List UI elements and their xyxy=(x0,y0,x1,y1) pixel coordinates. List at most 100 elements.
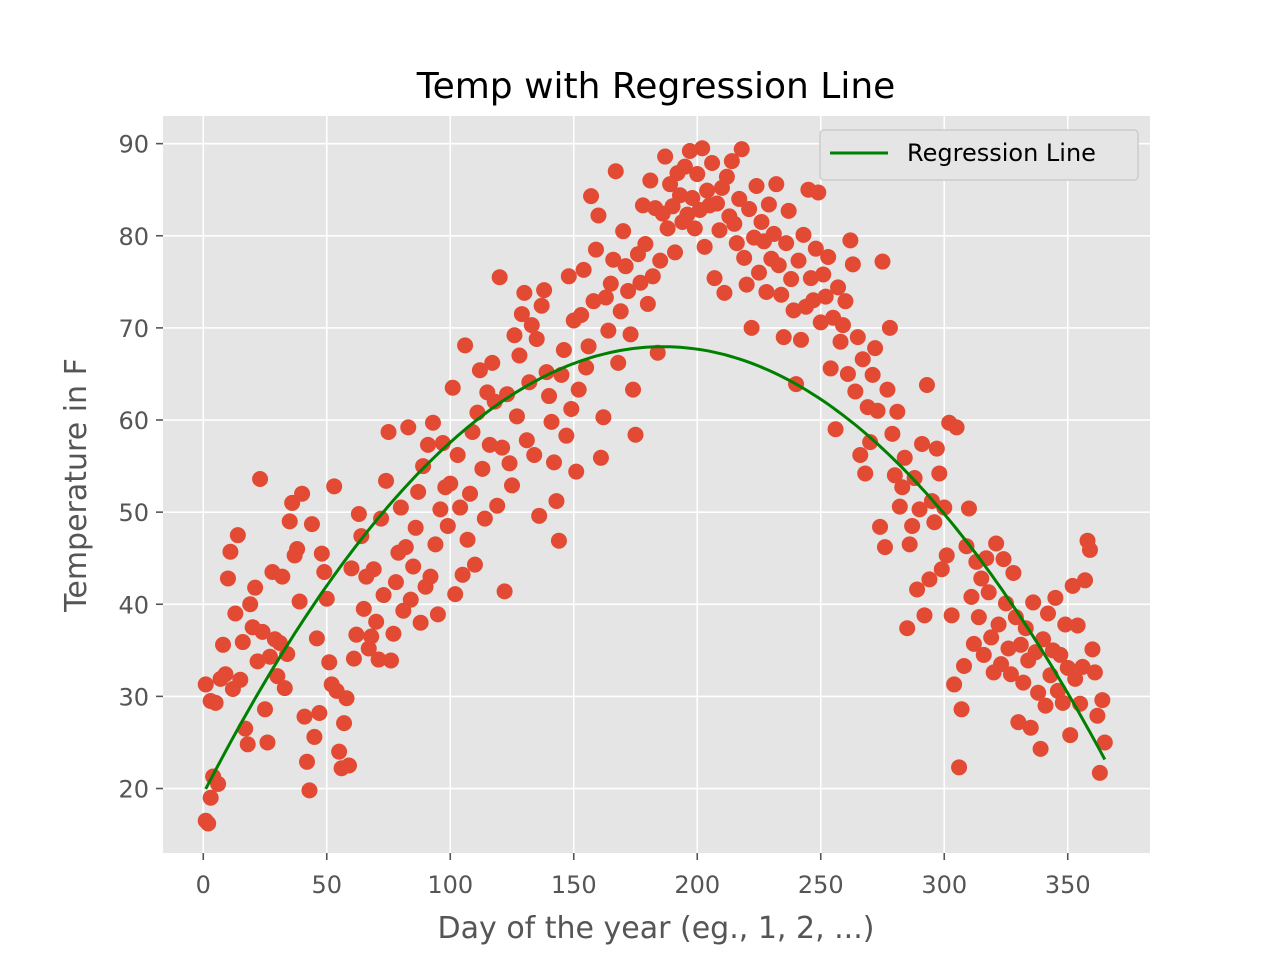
scatter-point xyxy=(743,319,760,336)
scatter-point xyxy=(592,449,609,466)
legend: Regression Line xyxy=(819,129,1139,181)
scatter-point xyxy=(973,570,990,587)
regression-line xyxy=(204,345,1107,790)
scatter-point xyxy=(975,646,992,663)
scatter-point xyxy=(760,196,777,213)
scatter-point xyxy=(946,676,963,693)
scatter-point xyxy=(862,434,879,451)
scatter-point xyxy=(536,282,553,299)
scatter-point xyxy=(607,163,624,180)
scatter-point xyxy=(738,276,755,293)
scatter-point xyxy=(318,590,335,607)
scatter-point xyxy=(711,222,728,239)
scatter-point xyxy=(504,477,521,494)
scatter-point xyxy=(573,306,590,323)
scatter-point xyxy=(901,536,918,553)
scatter-point xyxy=(1091,764,1108,781)
scatter-point xyxy=(832,333,849,350)
scatter-point xyxy=(513,306,530,323)
scatter-point xyxy=(916,607,933,624)
scatter-point xyxy=(239,736,256,753)
scatter-point xyxy=(427,536,444,553)
scatter-point xyxy=(617,258,634,275)
scatter-point xyxy=(1012,636,1029,653)
scatter-point xyxy=(526,447,543,464)
scatter-point xyxy=(385,625,402,642)
scatter-point xyxy=(876,539,893,556)
scatter-point xyxy=(590,207,607,224)
scatter-point xyxy=(550,532,567,549)
scatter-point xyxy=(847,383,864,400)
scatter-point xyxy=(407,519,424,536)
scatter-point xyxy=(373,510,390,527)
scatter-point xyxy=(963,588,980,605)
y-tick-label: 70 xyxy=(118,315,149,343)
scatter-point xyxy=(993,656,1010,673)
scatter-point xyxy=(795,226,812,243)
scatter-point xyxy=(1022,719,1039,736)
y-tick-label: 90 xyxy=(118,131,149,159)
scatter-point xyxy=(627,426,644,443)
scatter-point xyxy=(634,197,651,214)
scatter-point xyxy=(227,605,244,622)
scatter-point xyxy=(980,584,997,601)
scatter-point xyxy=(511,347,528,364)
scatter-point xyxy=(689,166,706,183)
scatter-point xyxy=(254,623,271,640)
x-tick-label: 100 xyxy=(427,871,473,899)
scatter-point xyxy=(234,634,251,651)
scatter-point xyxy=(415,458,432,475)
scatter-point xyxy=(988,535,1005,552)
scatter-point xyxy=(345,650,362,667)
scatter-point xyxy=(805,292,822,309)
scatter-point xyxy=(770,257,787,274)
scatter-point xyxy=(321,654,338,671)
scatter-point xyxy=(200,815,217,832)
scatter-point xyxy=(471,362,488,379)
scatter-point xyxy=(909,581,926,598)
scatter-point xyxy=(338,690,355,707)
scatter-point xyxy=(990,616,1007,633)
scatter-point xyxy=(894,479,911,496)
scatter-point xyxy=(301,782,318,799)
scatter-point xyxy=(931,465,948,482)
scatter-point xyxy=(1074,658,1091,675)
scatter-point xyxy=(531,507,548,524)
scatter-point xyxy=(1084,641,1101,658)
scatter-point xyxy=(368,613,385,630)
scatter-series xyxy=(197,140,1113,832)
scatter-point xyxy=(215,636,232,653)
scatter-point xyxy=(733,141,750,158)
scatter-point xyxy=(827,421,844,438)
scatter-point xyxy=(983,629,1000,646)
scatter-point xyxy=(652,252,669,269)
scatter-point xyxy=(219,570,236,587)
scatter-point xyxy=(810,184,827,201)
scatter-point xyxy=(704,154,721,171)
scatter-point xyxy=(765,225,782,242)
scatter-point xyxy=(370,651,387,668)
scatter-point xyxy=(400,419,417,436)
scatter-point xyxy=(365,561,382,578)
scatter-point xyxy=(1069,617,1086,634)
scatter-point xyxy=(484,354,501,371)
scatter-point xyxy=(298,753,315,770)
scatter-point xyxy=(476,510,493,527)
scatter-point xyxy=(249,653,266,670)
scatter-point xyxy=(563,400,580,417)
scatter-point xyxy=(1094,692,1111,709)
scatter-point xyxy=(439,517,456,534)
scatter-point xyxy=(291,593,308,610)
x-tick-label: 300 xyxy=(921,871,967,899)
scatter-point xyxy=(1039,605,1056,622)
scatter-point xyxy=(261,648,278,665)
scatter-point xyxy=(948,419,965,436)
scatter-point xyxy=(644,268,661,285)
scatter-point xyxy=(1096,734,1113,751)
scatter-point xyxy=(753,213,770,230)
scatter-point xyxy=(936,499,953,516)
scatter-point xyxy=(790,252,807,269)
scatter-point xyxy=(486,393,503,410)
scatter-point xyxy=(420,436,437,453)
scatter-point xyxy=(886,467,903,484)
